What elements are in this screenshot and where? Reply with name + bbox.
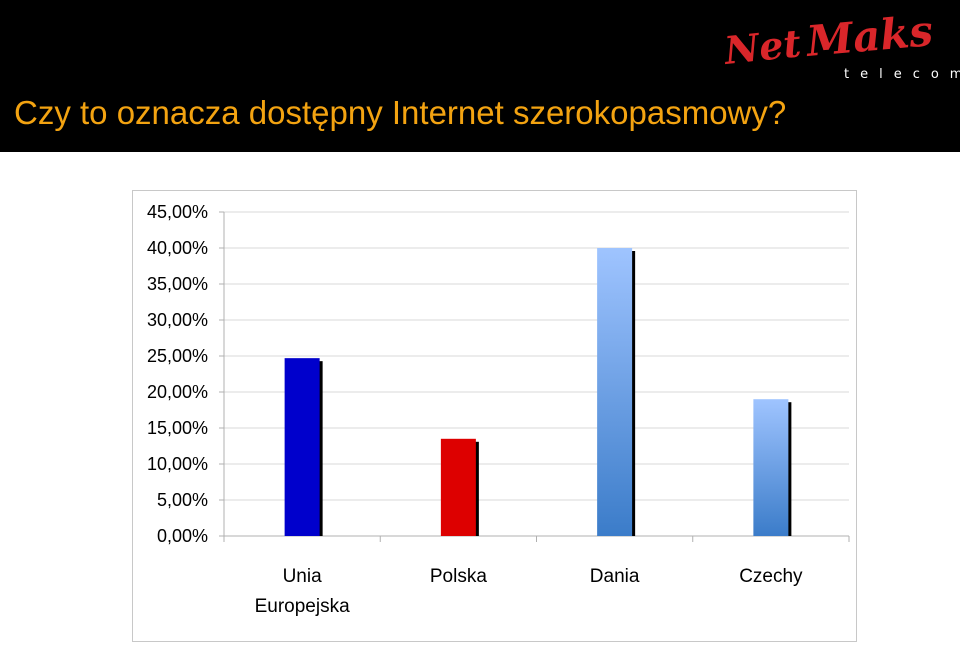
bar [597,248,633,536]
y-tick-label: 10,00% [147,454,208,474]
y-tick-label: 25,00% [147,346,208,366]
bar [284,358,320,536]
slide-header: Czy to oznacza dostępny Internet szeroko… [0,0,960,152]
y-tick-label: 0,00% [157,526,208,546]
y-tick-label: 35,00% [147,274,208,294]
y-tick-label: 30,00% [147,310,208,330]
svg-text:Maks: Maks [803,6,935,66]
category-label: Unia Europejska [255,566,350,617]
net-maks-logo: Net Maks telecom [721,6,960,82]
y-tick-labels: 0,00% 5,00% 10,00% 15,00% 20,00% 25,00% 30,00%… [147,202,208,546]
gridlines [224,211,849,501]
slide-title: Czy to oznacza dostępny Internet szeroko… [14,94,787,131]
category-label: Polska [430,566,487,587]
y-tick-label: 40,00% [147,238,208,258]
chart-frame [132,190,857,642]
axes [219,211,850,542]
y-tick-label: 20,00% [147,382,208,402]
category-labels: Unia Europejska Polska Dania Czechy [255,566,803,617]
y-tick-label: 15,00% [147,418,208,438]
svg-text:telecom: telecom [844,67,960,82]
bars [284,248,792,536]
bar [753,399,789,536]
y-tick-label: 5,00% [157,490,208,510]
svg-text:Net: Net [721,20,803,73]
broadband-chart: 0,00% 5,00% 10,00% 15,00% 20,00% 25,00% 30,00%… [132,190,857,642]
chart-canvas: 0,00% 5,00% 10,00% 15,00% 20,00% 25,00% 30,00%… [132,190,857,642]
category-label: Czechy [739,566,803,587]
logo-mark: Net Maks telecom [721,6,960,82]
bar [440,438,476,536]
y-tick-label: 45,00% [147,202,208,222]
category-label: Dania [590,566,640,587]
